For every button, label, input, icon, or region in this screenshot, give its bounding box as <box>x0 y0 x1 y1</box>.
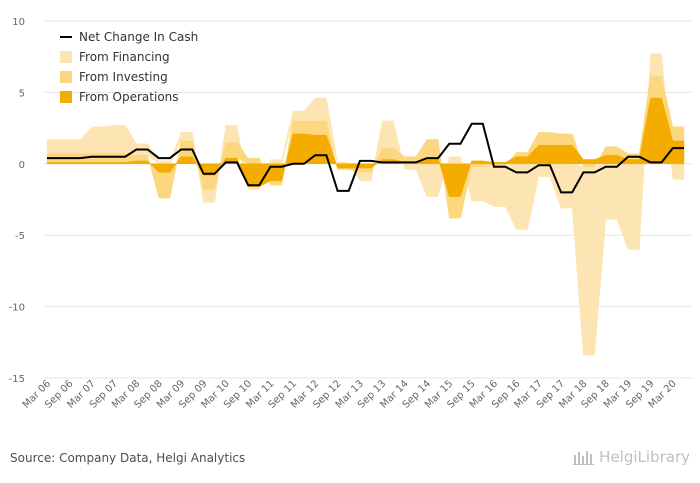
y-tick-label: -15 <box>9 374 25 385</box>
legend-item-financing[interactable]: From Financing <box>60 47 198 67</box>
legend-line-swatch <box>60 36 72 38</box>
library-icon <box>573 451 595 465</box>
legend-item-net-change[interactable]: Net Change In Cash <box>60 27 198 47</box>
y-tick-label: -10 <box>9 303 25 314</box>
brand-logo[interactable]: HelgiLibrary <box>573 448 690 466</box>
legend-item-operations[interactable]: From Operations <box>60 87 198 107</box>
legend-swatch-investing <box>60 71 72 83</box>
legend-label: Net Change In Cash <box>79 30 199 44</box>
source-note: Source: Company Data, Helgi Analytics <box>10 451 246 465</box>
y-tick-label: 10 <box>12 17 25 28</box>
brand-name: HelgiLibrary <box>599 448 690 466</box>
y-tick-label: 5 <box>19 88 25 99</box>
series-area-from-operations <box>46 97 685 197</box>
legend-swatch-financing <box>60 51 72 63</box>
legend: Net Change In Cash From Financing From I… <box>60 27 198 107</box>
series-line-net-change-in-cash <box>47 122 684 194</box>
legend-label: From Financing <box>79 50 170 64</box>
legend-item-investing[interactable]: From Investing <box>60 67 198 87</box>
legend-label: From Operations <box>79 90 179 104</box>
legend-swatch-operations <box>60 91 72 103</box>
y-tick-label: 0 <box>19 160 25 171</box>
y-tick-label: -5 <box>15 231 25 242</box>
legend-label: From Investing <box>79 70 168 84</box>
